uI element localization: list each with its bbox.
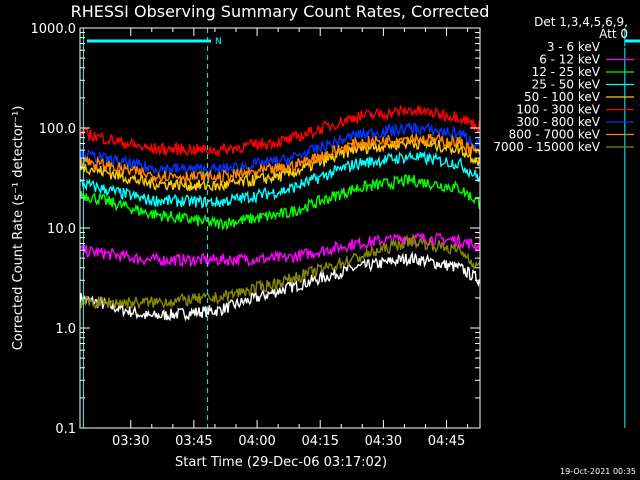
series-line-7 — [80, 133, 480, 184]
x-tick-label-2: 04:00 — [238, 434, 275, 449]
x-tick-label-5: 04:45 — [428, 434, 465, 449]
legend-header-1: Att 0 — [599, 27, 628, 41]
y-tick-label-4: 1000.0 — [31, 22, 77, 37]
night-markers: N — [82, 28, 640, 428]
x-tick-label-0: 03:30 — [112, 434, 149, 449]
x-axis-label: Start Time (29-Dec-06 03:17:02) — [175, 455, 387, 470]
x-tick-label-3: 04:15 — [301, 434, 338, 449]
legend-entry-2: 12 - 25 keV — [532, 65, 601, 79]
generated-timestamp: 19-Oct-2021 00:35 — [560, 467, 636, 476]
chart-title: RHESSI Observing Summary Count Rates, Co… — [71, 2, 490, 21]
y-tick-label-0: 0.1 — [55, 422, 76, 437]
plot-frame — [79, 27, 481, 429]
legend-entry-8: 7000 - 15000 keV — [493, 140, 600, 154]
night-bar-label-0: N — [215, 37, 222, 47]
y-axis: 0.1 1.0 10.0 100.0 1000.0 — [31, 22, 480, 437]
series-line-8 — [80, 233, 480, 310]
legend-entry-4: 50 - 100 keV — [524, 90, 601, 104]
legend-entry-5: 100 - 300 keV — [516, 103, 600, 117]
y-tick-label-1: 1.0 — [55, 322, 76, 337]
series-line-5 — [80, 104, 480, 158]
y-tick-label-2: 10.0 — [47, 222, 76, 237]
series-traces — [80, 104, 480, 322]
series-line-1 — [80, 232, 480, 268]
series-line-4 — [80, 135, 480, 192]
x-axis: 03:30 03:45 04:00 04:15 04:30 04:45 — [112, 28, 469, 449]
legend-entry-7: 800 - 7000 keV — [509, 128, 601, 142]
legend-entry-6: 300 - 800 keV — [516, 115, 600, 129]
series-line-6 — [80, 122, 480, 177]
series-line-2 — [80, 174, 480, 231]
legend-entry-1: 6 - 12 keV — [539, 53, 601, 67]
y-tick-label-3: 100.0 — [39, 122, 76, 137]
legend-header-0: Det 1,3,4,5,6,9, — [534, 15, 628, 29]
x-tick-label-1: 03:45 — [175, 434, 212, 449]
x-tick-label-4: 04:30 — [365, 434, 402, 449]
y-axis-label: Corrected Count Rate (s⁻¹ detector⁻¹) — [11, 106, 26, 351]
legend-entry-3: 25 - 50 keV — [532, 78, 601, 92]
series-line-0 — [80, 250, 480, 322]
legend-entry-0: 3 - 6 keV — [547, 40, 601, 54]
series-line-3 — [80, 150, 480, 209]
